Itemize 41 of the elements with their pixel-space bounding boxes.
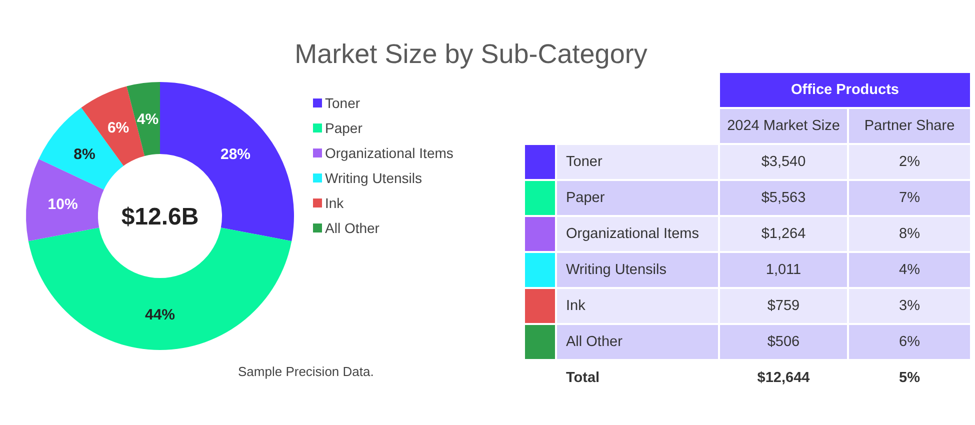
legend-label: Organizational Items <box>325 144 454 161</box>
data-label: $759 <box>720 289 847 323</box>
text: Sample Precision Data. <box>238 364 374 379</box>
category-label: Total <box>557 361 718 395</box>
legend-label: Ink <box>325 194 345 211</box>
category-label: All Other <box>557 325 718 359</box>
donut-slice <box>26 158 104 242</box>
series-label: Partner Share <box>849 109 970 143</box>
data-label: 3% <box>849 289 970 323</box>
data-label: 1,011 <box>720 253 847 287</box>
legend-label: Writing Utensils <box>325 170 422 186</box>
legend-label: Toner <box>325 94 360 111</box>
data-label: $5,563 <box>720 181 847 215</box>
data-label: 4% <box>849 253 970 287</box>
chart-title: Market Size by Sub-Category <box>294 39 648 69</box>
data-label: 5% <box>849 361 970 395</box>
category-label: Writing Utensils <box>557 253 718 287</box>
data-label: 6% <box>849 325 970 359</box>
legend-label: Paper <box>325 120 363 136</box>
data-label: $12,644 <box>720 361 847 395</box>
data-label: 4% <box>136 111 159 128</box>
category-label: Ink <box>557 289 718 323</box>
data-label: 2% <box>849 145 970 179</box>
data-label: 8% <box>74 146 96 163</box>
category-label: Organizational Items <box>557 217 718 251</box>
data-label: 7% <box>849 181 970 215</box>
category-label: Toner <box>557 145 718 179</box>
legend-label: All Other <box>325 220 380 236</box>
data-label: 28% <box>220 146 251 163</box>
data-label: 44% <box>144 306 176 324</box>
data-label: $1,264 <box>720 217 847 251</box>
data-label: 6% <box>107 120 130 137</box>
donut-slice <box>28 228 292 350</box>
text: Office Products <box>720 73 970 107</box>
data-label: 8% <box>849 217 970 251</box>
data-label: $3,540 <box>720 145 847 179</box>
text: $12.6B <box>121 203 199 230</box>
category-label: Paper <box>557 181 718 215</box>
data-label: $506 <box>720 325 847 359</box>
data-label: 10% <box>48 196 78 213</box>
series-label: 2024 Market Size <box>720 109 847 143</box>
